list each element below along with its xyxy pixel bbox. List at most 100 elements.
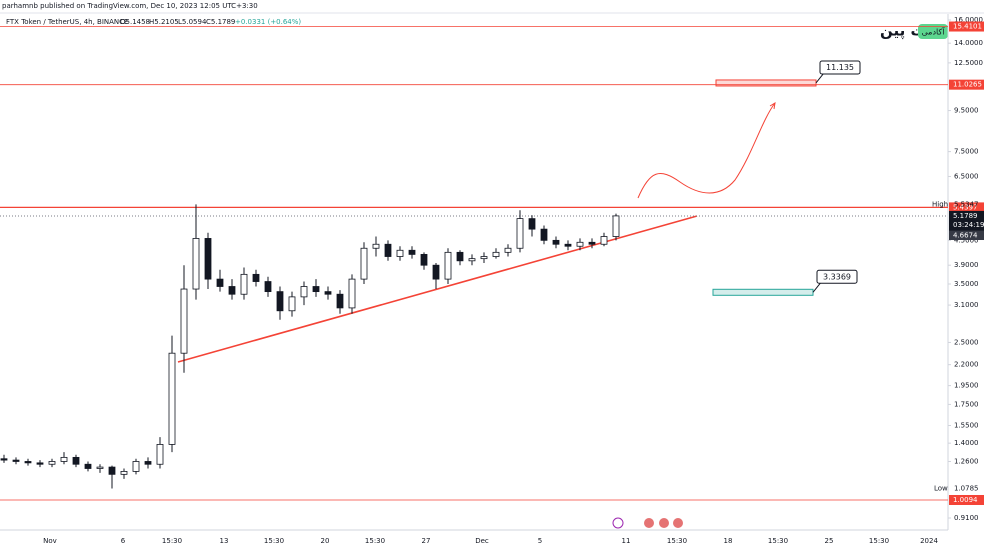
symbol: FTX Token / TetherUS, 4h, BINANCE bbox=[6, 18, 128, 26]
x-tick-label: Dec bbox=[475, 537, 489, 545]
candle-body bbox=[12, 459, 20, 462]
candle-body bbox=[72, 456, 80, 465]
y-tick-label: 6.5000 bbox=[954, 172, 979, 180]
price-tag-label: 11.0265 bbox=[953, 81, 982, 89]
current-tag bbox=[949, 210, 984, 231]
candle-body bbox=[264, 281, 272, 293]
candle-body bbox=[360, 247, 368, 280]
y-tick-label: 14.0000 bbox=[954, 39, 983, 47]
candle-body bbox=[60, 456, 68, 462]
y-tick-label: 4.5000 bbox=[954, 236, 979, 244]
candle-body bbox=[480, 256, 488, 260]
candle-body bbox=[216, 278, 224, 287]
event-icon bbox=[644, 518, 654, 528]
x-tick-label: Nov bbox=[43, 537, 57, 545]
candle-body bbox=[468, 258, 476, 262]
price-tag bbox=[949, 202, 984, 213]
candle-body bbox=[168, 352, 176, 445]
candle-body bbox=[300, 286, 308, 298]
candle-body bbox=[396, 249, 404, 257]
y-tick-label: 3.5000 bbox=[954, 280, 979, 288]
x-tick-label: 15:30 bbox=[667, 537, 687, 545]
candle-body bbox=[132, 461, 140, 472]
price-tag-label: 1.0094 bbox=[953, 496, 978, 504]
price-tag bbox=[949, 79, 984, 90]
low-label: Low bbox=[934, 484, 948, 492]
callout-box bbox=[816, 269, 858, 284]
y-tick-label: 16.0000 bbox=[954, 16, 983, 24]
callout-label: 3.3369 bbox=[823, 272, 851, 281]
y-tick-label: 12.5000 bbox=[954, 59, 983, 67]
candle-body bbox=[228, 286, 236, 295]
y-tick-label: 3.9000 bbox=[954, 261, 979, 269]
x-tick-label: 27 bbox=[422, 537, 431, 545]
candle-body bbox=[192, 238, 200, 290]
candle-body bbox=[324, 291, 332, 295]
x-tick-label: 6 bbox=[121, 537, 126, 545]
countdown: 03:24:19 bbox=[953, 221, 984, 229]
candle-body bbox=[456, 251, 464, 262]
target-zone bbox=[715, 79, 817, 87]
candle-body bbox=[612, 215, 620, 237]
ohlc-open: O5.1458 bbox=[120, 18, 150, 26]
y-tick-label: 1.5500 bbox=[954, 421, 979, 429]
event-icon bbox=[612, 517, 624, 529]
y-tick-label: 9.5000 bbox=[954, 107, 979, 115]
candle-body bbox=[420, 254, 428, 266]
candle-body bbox=[288, 296, 296, 312]
candle-body bbox=[204, 238, 212, 280]
candle-body bbox=[24, 461, 32, 464]
price-tag bbox=[949, 21, 984, 32]
candle-body bbox=[600, 236, 608, 245]
candle-body bbox=[108, 466, 116, 475]
y-tick-label: 0.9100 bbox=[954, 514, 979, 522]
x-tick-label: 15:30 bbox=[768, 537, 788, 545]
logo-badge-text: آکادمی bbox=[922, 27, 946, 37]
y-tick-label: 3.1000 bbox=[954, 301, 979, 309]
ohlc-close: C5.1789 bbox=[206, 18, 235, 26]
publisher: parhamnb published on TradingView.com, D… bbox=[2, 2, 258, 10]
event-icons bbox=[612, 517, 683, 529]
candle-body bbox=[408, 249, 416, 255]
candle-body bbox=[540, 228, 548, 241]
ohlc-low: L5.0594 bbox=[178, 18, 207, 26]
x-tick-label: 15:30 bbox=[162, 537, 182, 545]
candle-body bbox=[492, 251, 500, 257]
logo-badge bbox=[918, 24, 948, 39]
candle-body bbox=[384, 243, 392, 257]
event-icon bbox=[659, 518, 669, 528]
candle-body bbox=[444, 251, 452, 280]
x-tick-label: 11 bbox=[622, 537, 631, 545]
candle-body bbox=[96, 466, 104, 469]
callout-line bbox=[815, 72, 825, 84]
candle-body bbox=[120, 471, 128, 475]
price-tag-label: 5.4397 bbox=[953, 203, 978, 211]
candle-body bbox=[336, 293, 344, 309]
x-tick-label: 15:30 bbox=[264, 537, 284, 545]
candle-body bbox=[180, 288, 188, 354]
candle-body bbox=[276, 291, 284, 312]
y-tick-label: 1.4000 bbox=[954, 439, 979, 447]
projection-curve bbox=[637, 102, 776, 199]
trendline bbox=[177, 215, 698, 363]
y-tick-label: 1.2600 bbox=[954, 457, 979, 465]
candle-body bbox=[156, 444, 164, 465]
x-tick-label: 5 bbox=[538, 537, 542, 545]
target-zone bbox=[712, 288, 814, 296]
candle-body bbox=[576, 241, 584, 247]
candle-body bbox=[252, 273, 260, 282]
y-tick-label: 2.2000 bbox=[954, 361, 979, 369]
x-tick-label: 25 bbox=[825, 537, 834, 545]
price-tag-label: 15.4101 bbox=[953, 23, 982, 31]
candle-body bbox=[564, 243, 572, 247]
candle-body bbox=[312, 286, 320, 293]
projection-arrow bbox=[769, 102, 776, 110]
x-tick-label: 13 bbox=[220, 537, 229, 545]
low-value: 1.0785 bbox=[954, 484, 979, 492]
candle-body bbox=[48, 461, 56, 465]
candle-body bbox=[240, 273, 248, 295]
candle-body bbox=[516, 218, 524, 249]
y-tick-label: 1.9500 bbox=[954, 382, 979, 390]
high-value: 5.5347 bbox=[954, 200, 979, 208]
